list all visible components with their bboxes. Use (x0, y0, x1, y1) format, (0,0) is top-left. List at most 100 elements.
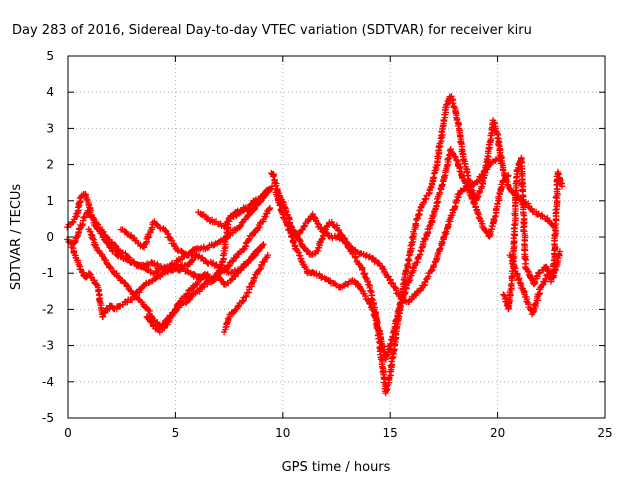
grid (68, 56, 605, 418)
data-point-trace (530, 208, 542, 218)
data-point-trace (466, 189, 479, 210)
data-point-trace (431, 133, 446, 174)
data-point-trace (554, 168, 566, 187)
x-tick-label: 0 (64, 426, 72, 440)
data-point-trace (485, 119, 496, 153)
data-point-trace (144, 306, 156, 322)
data-point-trace (369, 306, 383, 334)
data-point-trace (240, 256, 253, 270)
data-point-trace (195, 209, 210, 223)
data-point-trace (136, 282, 148, 296)
data-point-trace (326, 218, 338, 230)
y-tick-label: 4 (46, 85, 54, 99)
data-point-trace (131, 292, 143, 304)
y-tick-label: -1 (42, 266, 54, 280)
data-point-trace (247, 202, 260, 215)
data-point-trace (473, 168, 487, 186)
data-point-trace (532, 285, 544, 307)
data-point-trace (181, 261, 193, 270)
data-point-trace (234, 246, 247, 258)
data-point-trace (137, 298, 151, 312)
x-tick-label: 20 (490, 426, 505, 440)
y-tick-label: -5 (42, 411, 54, 425)
data-point-trace (150, 323, 162, 334)
data-point-trace (196, 281, 208, 295)
data-point-trace (440, 147, 454, 182)
data-point-trace (125, 283, 137, 298)
data-point-trace (472, 180, 486, 204)
y-tick-label: -3 (42, 339, 54, 353)
data-point-trace (359, 265, 371, 285)
data-point-trace (313, 232, 327, 255)
data-point-trace (201, 270, 214, 283)
data-point (266, 186, 274, 194)
data-series-7 (195, 186, 274, 231)
data-point-trace (82, 190, 93, 211)
data-point-trace (140, 219, 156, 251)
data-point-trace (300, 212, 315, 230)
data-point (266, 204, 274, 212)
data-point-trace (430, 242, 445, 270)
data-point-trace (434, 176, 447, 205)
data-series-13 (506, 168, 566, 318)
data-point-trace (492, 181, 505, 220)
data-point-trace (438, 218, 454, 247)
data-point-trace (464, 180, 478, 191)
x-tick-label: 25 (597, 426, 612, 440)
data-point-trace (232, 299, 245, 313)
data-point-trace (485, 213, 499, 240)
data-point-trace (386, 330, 400, 379)
data-point-trace (220, 315, 232, 336)
data-point-trace (408, 255, 421, 277)
y-tick-label: -2 (42, 302, 54, 316)
data-point-trace (318, 273, 330, 283)
data-point-trace (77, 209, 91, 229)
data-point-trace (421, 264, 437, 289)
data-point-trace (97, 226, 109, 239)
y-tick-label: 5 (46, 49, 54, 63)
data-point-trace (245, 275, 257, 296)
data-point (558, 183, 566, 190)
data-point-trace (283, 218, 298, 240)
data-point-trace (414, 238, 427, 262)
y-tick-label: 0 (46, 230, 54, 244)
data-point (264, 251, 271, 259)
y-tick-label: 2 (46, 158, 54, 172)
data-point-trace (187, 269, 199, 280)
data-point-trace (193, 251, 210, 265)
data-series-10 (272, 146, 512, 363)
data-point-trace (64, 220, 75, 231)
data-point-trace (103, 234, 116, 247)
data-point-trace (228, 253, 240, 265)
data-point-trace (446, 191, 462, 223)
data-point-trace (164, 312, 176, 328)
data-point-trace (306, 249, 319, 258)
data-point-trace (505, 272, 516, 313)
data-point-trace (70, 224, 85, 247)
data-series-11 (283, 154, 506, 306)
data-point-trace (291, 245, 305, 265)
data-point-trace (402, 272, 415, 296)
data-point-trace (247, 249, 260, 262)
data-series-3 (68, 243, 201, 320)
data-point-trace (450, 104, 462, 130)
data-point-trace (227, 270, 240, 284)
data-point-trace (89, 214, 104, 231)
data-point-trace (421, 219, 435, 243)
data-point-trace (369, 255, 384, 269)
data-point-trace (412, 201, 426, 227)
data-point-trace (161, 265, 174, 276)
data-points (64, 93, 566, 397)
data-point-trace (428, 199, 441, 226)
data-point-trace (183, 285, 195, 299)
data-point-trace (254, 218, 267, 234)
data-point-trace (268, 169, 281, 196)
data-point (498, 154, 506, 161)
data-point-trace (517, 155, 530, 268)
data-point-trace (253, 242, 266, 256)
data-point-trace (73, 194, 84, 220)
data-point-trace (117, 226, 135, 240)
data-point-trace (189, 278, 202, 292)
data-point-trace (389, 307, 402, 342)
data-point (260, 241, 267, 248)
